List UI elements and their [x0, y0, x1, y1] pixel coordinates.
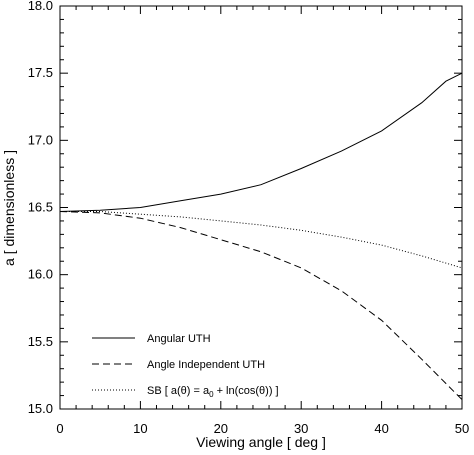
legend-sb-suffix: + ln(cos(θ)) ] — [214, 385, 279, 397]
y-tick-label: 15.5 — [28, 334, 53, 349]
plot-frame — [59, 5, 463, 410]
legend-sb-prefix: SB [ a(θ) = a — [147, 385, 210, 397]
x-axis-label: Viewing angle [ deg ] — [196, 434, 326, 450]
legend-sb-subscript: 0 — [209, 390, 214, 399]
y-tick-label: 18.0 — [28, 0, 53, 13]
legend-label-angular-uth: Angular UTH — [147, 333, 211, 345]
axis-ticks: 0 10 20 30 40 50 15.0 15.5 16.0 16.5 17.0 17.5 18.0 — [28, 0, 470, 436]
series-angle-independent-uth — [59, 211, 463, 400]
x-tick-label: 50 — [455, 421, 469, 436]
series-angular-uth — [59, 72, 463, 212]
x-tick-label: 40 — [374, 421, 388, 436]
x-tick-label: 0 — [56, 421, 63, 436]
y-tick-label: 17.0 — [28, 132, 53, 147]
x-tick-label: 20 — [214, 421, 228, 436]
series-sb — [60, 211, 463, 269]
y-axis-label: a [ dimensionless ] — [1, 150, 17, 266]
series-layer — [59, 72, 463, 400]
legend-label-angle-independent-uth: Angle Independent UTH — [147, 359, 265, 371]
y-tick-label: 17.5 — [28, 65, 53, 80]
legend-label-sb: SB [ a(θ) = a0 + ln(cos(θ)) ] — [147, 385, 279, 399]
legend: Angular UTH Angle Independent UTH SB [ a… — [92, 333, 279, 399]
x-tick-label: 30 — [294, 421, 308, 436]
x-tick-label: 10 — [133, 421, 147, 436]
y-tick-label: 16.5 — [28, 200, 53, 215]
y-tick-label: 16.0 — [28, 267, 53, 282]
y-tick-label: 15.0 — [28, 401, 53, 416]
